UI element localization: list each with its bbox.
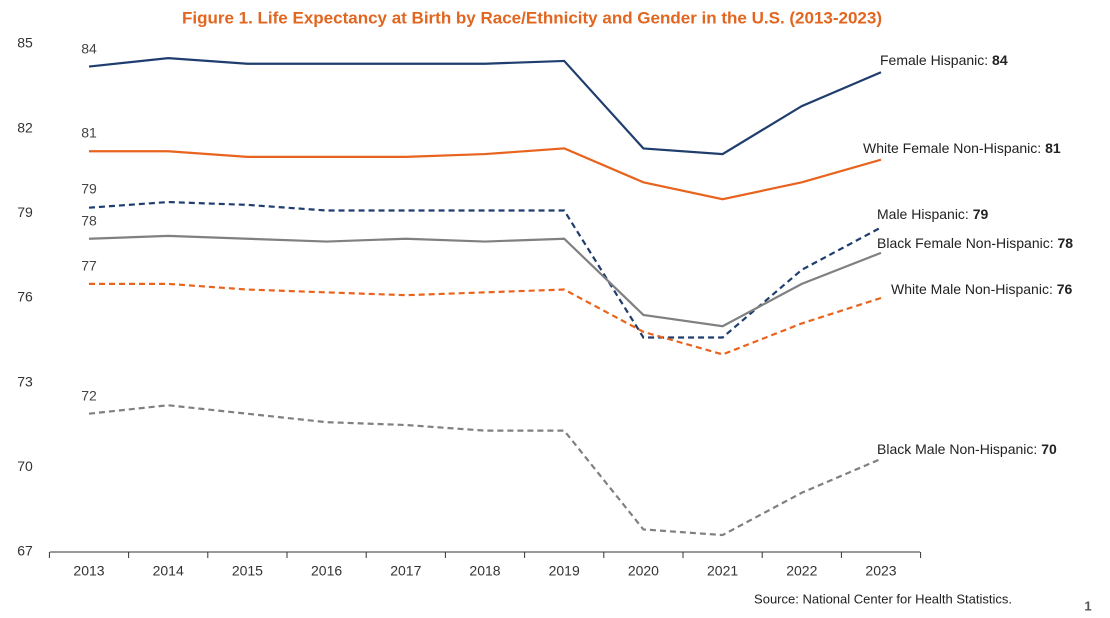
end-label-name: Male Hispanic: (877, 206, 969, 222)
end-label-name: Black Female Non-Hispanic: (877, 235, 1054, 251)
end-label: Male Hispanic: 79 (877, 206, 989, 222)
y-tick-label: 85 (17, 35, 33, 51)
end-label-value: 70 (1041, 441, 1057, 457)
start-label: 78 (81, 213, 97, 229)
x-tick-label: 2020 (628, 563, 659, 579)
y-tick-label: 67 (17, 543, 33, 559)
series-line (88, 404, 882, 537)
end-label-value: 81 (1045, 140, 1061, 156)
end-label-value: 78 (1058, 235, 1074, 251)
x-tick-label: 2018 (469, 563, 500, 579)
x-tick-label: 2015 (232, 563, 263, 579)
series-line (88, 57, 882, 156)
x-tick-label: 2016 (311, 563, 342, 579)
start-label: 81 (81, 125, 97, 141)
source: Source: National Center for Health Stati… (754, 591, 1012, 606)
end-label-value: 79 (973, 206, 989, 222)
x-tick-label: 2019 (549, 563, 580, 579)
y-tick-label: 82 (17, 119, 33, 135)
y-tick-label: 76 (17, 289, 33, 305)
chart-title: Figure 1. Life Expectancy at Birth by Ra… (182, 8, 882, 27)
end-label-name: Female Hispanic: (880, 52, 988, 68)
end-label-name: White Female Non-Hispanic: (863, 140, 1041, 156)
series-line (89, 282, 882, 356)
y-tick-label: 73 (17, 373, 33, 389)
page-number: 1 (1084, 598, 1091, 613)
series-line (88, 234, 882, 328)
end-label: Black Male Non-Hispanic: 70 (877, 441, 1057, 457)
end-label: Female Hispanic: 84 (880, 52, 1008, 68)
y-tick-label: 70 (17, 458, 33, 474)
x-tick-label: 2013 (73, 563, 104, 579)
end-label: White Female Non-Hispanic: 81 (863, 140, 1061, 156)
start-label: 84 (81, 41, 97, 57)
start-label: 77 (81, 258, 97, 274)
series-line (89, 147, 882, 201)
end-label: Black Female Non-Hispanic: 78 (877, 235, 1073, 251)
x-tick-label: 2023 (865, 563, 896, 579)
end-label: White Male Non-Hispanic: 76 (891, 281, 1073, 297)
end-label-value: 76 (1057, 281, 1073, 297)
x-tick-label: 2017 (390, 563, 421, 579)
start-label: 79 (81, 181, 97, 197)
x-tick-label: 2022 (786, 563, 817, 579)
series-line (88, 200, 882, 339)
x-tick-label: 2021 (707, 563, 738, 579)
y-tick-label: 79 (17, 204, 33, 220)
end-label-name: White Male Non-Hispanic: (891, 281, 1053, 297)
start-label: 72 (81, 388, 97, 404)
x-tick-label: 2014 (153, 563, 184, 579)
end-label-name: Black Male Non-Hispanic: (877, 441, 1037, 457)
end-label-value: 84 (992, 52, 1008, 68)
